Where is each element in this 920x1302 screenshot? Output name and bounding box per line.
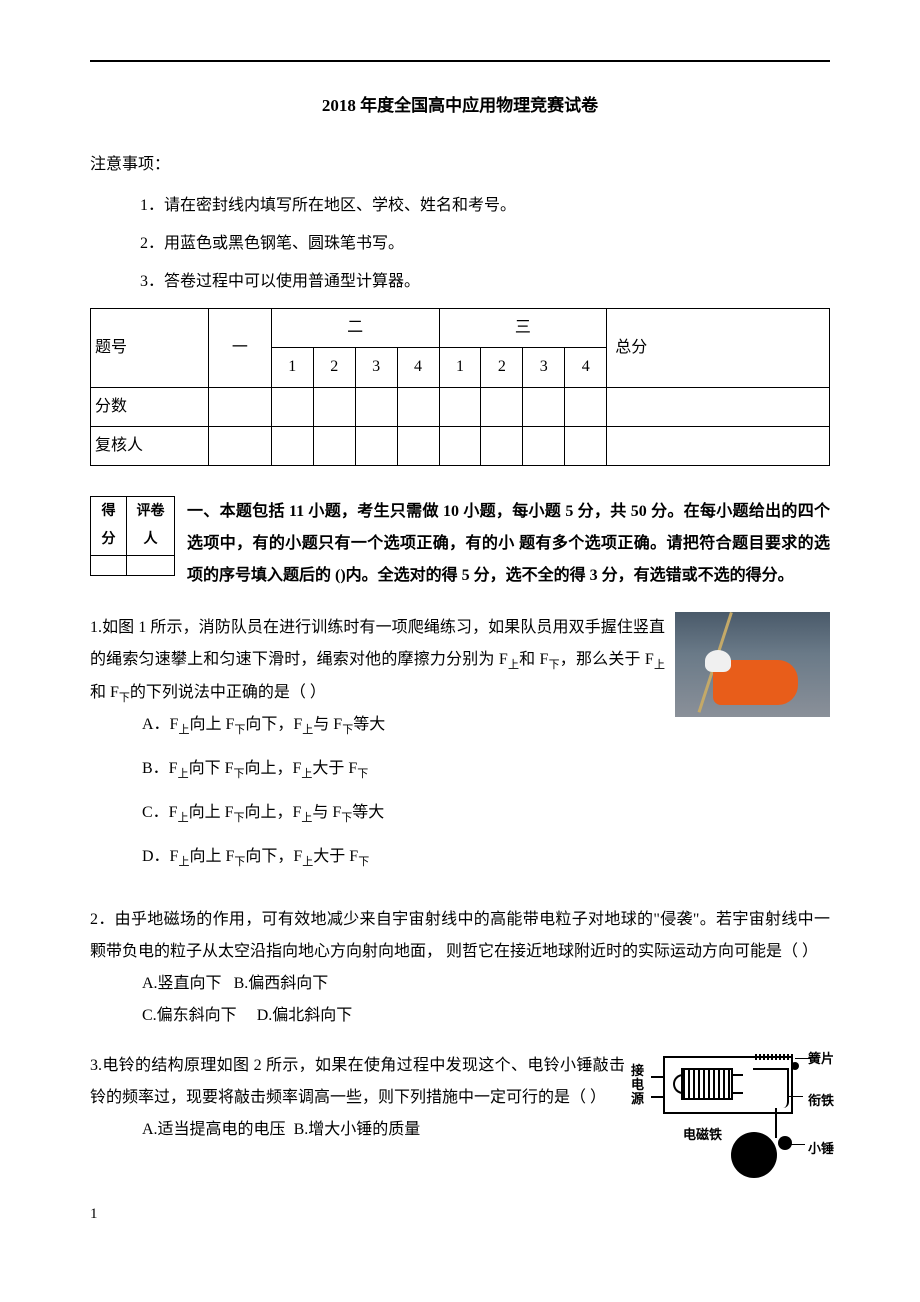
q2-options-row1: A.竖直向下 B.偏西斜向下	[90, 968, 830, 1000]
cell	[607, 427, 830, 466]
cell	[397, 427, 439, 466]
cell	[523, 427, 565, 466]
table-row: 分数	[91, 387, 830, 426]
table-row: 题号 一 二 三 总分	[91, 308, 830, 347]
cell	[355, 427, 397, 466]
q1-text: 1.如图 1 所示，消防队员在进行训练时有一项爬绳练习，如果队员用双手握住竖直的…	[90, 619, 665, 700]
q2-opt-c: C.偏东斜向下	[142, 1007, 237, 1024]
cell	[313, 387, 355, 426]
subcol: 1	[271, 348, 313, 387]
cell	[439, 387, 481, 426]
q2-stem: 2．由乎地磁场的作用，可有效地减少来自宇宙射线中的高能带电粒子对地球的"侵袭"。…	[90, 904, 830, 968]
subcol: 2	[313, 348, 355, 387]
q2-opt-d: D.偏北斜向下	[257, 1007, 353, 1024]
exam-title: 2018 年度全国高中应用物理竞赛试卷	[90, 90, 830, 122]
grader-reviewer: 评卷人	[127, 497, 175, 556]
score-table: 题号 一 二 三 总分 1 2 3 4 1 2 3 4 分数 复核人	[90, 308, 830, 467]
label-hammer: 小锤	[808, 1136, 834, 1162]
subcol: 3	[355, 348, 397, 387]
leader-line	[787, 1096, 803, 1097]
subcol: 4	[565, 348, 607, 387]
row-score: 分数	[91, 387, 209, 426]
wire	[651, 1096, 663, 1098]
table-row: 复核人	[91, 427, 830, 466]
cell	[271, 387, 313, 426]
bell-coil	[681, 1068, 733, 1100]
cell	[523, 387, 565, 426]
bell-dome	[731, 1132, 777, 1178]
figure-1-firefighter	[675, 612, 830, 717]
leader-line	[795, 1058, 811, 1059]
q2-opt-b: B.偏西斜向下	[234, 975, 329, 992]
subcol: 3	[523, 348, 565, 387]
cell	[481, 427, 523, 466]
cell	[208, 427, 271, 466]
cell	[313, 427, 355, 466]
question-2: 2．由乎地磁场的作用，可有效地减少来自宇宙射线中的高能带电粒子对地球的"侵袭"。…	[90, 904, 830, 1032]
notice-item-3: 3．答卷过程中可以使用普通型计算器。	[90, 267, 830, 297]
q1-opt-d: D．F上向上 F下向下，F上大于 F下	[142, 841, 830, 873]
top-rule	[90, 60, 830, 62]
page-number: 1	[90, 1200, 830, 1229]
section-1-instructions: 得分 评卷人 一、本题包括 11 小题，考生只需做 10 小题，每小题 5 分，…	[90, 496, 830, 592]
notice-item-2: 2．用蓝色或黑色钢笔、圆珠笔书写。	[90, 229, 830, 259]
notice-item-1: 1．请在密封线内填写所在地区、学校、姓名和考号。	[90, 191, 830, 221]
cell	[127, 556, 175, 576]
cell	[208, 387, 271, 426]
cell	[91, 556, 127, 576]
contact	[791, 1062, 799, 1070]
subcol: 1	[439, 348, 481, 387]
col-two: 二	[271, 308, 439, 347]
armature-arm	[753, 1068, 789, 1108]
question-1: 1.如图 1 所示，消防队员在进行训练时有一项爬绳练习，如果队员用双手握住竖直的…	[90, 612, 830, 885]
section-instr-text: 一、本题包括 11 小题，考生只需做 10 小题，每小题 5 分，共 50 分。…	[187, 503, 830, 584]
cell	[565, 387, 607, 426]
q1-options: A．F上向上 F下向下，F上与 F下等大 B．F上向下 F下向上，F上大于 F下…	[90, 709, 830, 874]
hammer-head	[778, 1136, 792, 1150]
cell	[481, 387, 523, 426]
grader-score: 得分	[91, 497, 127, 556]
cell	[397, 387, 439, 426]
col-total: 总分	[607, 308, 830, 387]
figure-2-bell: 接电源 簧片 衔铁 小锤 电磁铁	[635, 1050, 830, 1180]
label-electromagnet: 电磁铁	[683, 1122, 722, 1148]
subcol: 2	[481, 348, 523, 387]
spring-plate	[755, 1054, 793, 1060]
hammer-arm	[775, 1108, 777, 1138]
header-tihao: 题号	[91, 308, 209, 387]
q3-opt-b: B.增大小锤的质量	[294, 1121, 421, 1138]
q2-opt-a: A.竖直向下	[142, 975, 222, 992]
cell	[439, 427, 481, 466]
q1-opt-b: B．F上向下 F下向上，F上大于 F下	[142, 753, 830, 785]
cell	[565, 427, 607, 466]
row-reviewer: 复核人	[91, 427, 209, 466]
label-spring: 簧片	[808, 1046, 834, 1072]
notice-label: 注意事项：	[90, 150, 830, 180]
cell	[355, 387, 397, 426]
col-one: 一	[208, 308, 271, 387]
cell	[607, 387, 830, 426]
col-three: 三	[439, 308, 607, 347]
label-power: 接电源	[631, 1064, 644, 1107]
subcol: 4	[397, 348, 439, 387]
cell	[271, 427, 313, 466]
label-armature: 衔铁	[808, 1088, 834, 1114]
leader-line	[791, 1144, 805, 1145]
wire	[651, 1076, 663, 1078]
question-3: 接电源 簧片 衔铁 小锤 电磁铁 3.电铃的结构原理如图 2 所示，如果在使角过…	[90, 1050, 830, 1180]
q1-opt-c: C．F上向上 F下向上，F上与 F下等大	[142, 797, 830, 829]
q3-opt-a: A.适当提高电的电压	[142, 1121, 286, 1138]
helmet-graphic	[705, 650, 731, 672]
q2-options-row2: C.偏东斜向下 D.偏北斜向下	[90, 1000, 830, 1032]
grader-box: 得分 评卷人	[90, 496, 175, 576]
